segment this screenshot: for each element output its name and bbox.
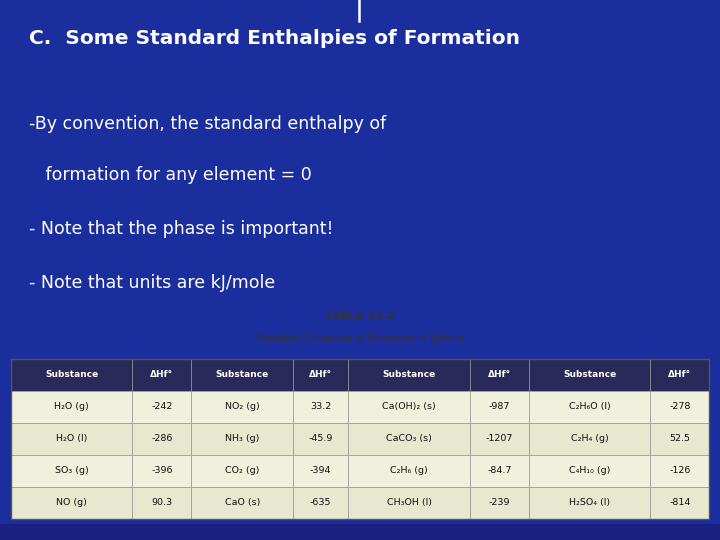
Text: formation for any element = 0: formation for any element = 0 [29,166,312,184]
Text: ΔHf°: ΔHf° [487,370,511,380]
Text: Ca(OH)₂ (s): Ca(OH)₂ (s) [382,402,436,411]
Text: -987: -987 [489,402,510,411]
Bar [348,391,470,423]
Bar [293,423,348,455]
Text: Substance: Substance [216,370,269,380]
Bar [348,423,470,455]
Text: -84.7: -84.7 [487,467,511,476]
Text: -45.9: -45.9 [309,435,333,443]
Text: C₄H₁₀ (g): C₄H₁₀ (g) [569,467,611,476]
Text: SO₃ (g): SO₃ (g) [55,467,89,476]
Bar [293,359,348,391]
Bar [11,359,132,391]
Text: CaCO₃ (s): CaCO₃ (s) [386,435,432,443]
Text: C₂H₆ (g): C₂H₆ (g) [390,467,428,476]
Bar [650,391,709,423]
Bar [470,455,528,487]
Text: CH₃OH (l): CH₃OH (l) [387,498,431,508]
Text: C.  Some Standard Enthalpies of Formation: C. Some Standard Enthalpies of Formation [29,30,520,49]
Text: NH₃ (g): NH₃ (g) [225,435,259,443]
Text: 52.5: 52.5 [670,435,690,443]
Text: H₂O (g): H₂O (g) [54,402,89,411]
Bar [650,487,709,519]
Bar [132,487,192,519]
Bar [470,487,528,519]
Text: H₂SO₄ (l): H₂SO₄ (l) [569,498,610,508]
Bar [132,391,192,423]
Text: Substance: Substance [45,370,98,380]
Text: -242: -242 [151,402,173,411]
Bar [470,391,528,423]
Text: -396: -396 [151,467,173,476]
Bar [470,423,528,455]
Text: - Note that units are kJ/mole: - Note that units are kJ/mole [29,274,275,293]
Text: - Note that the phase is important!: - Note that the phase is important! [29,220,333,238]
Text: C₂H₄ (g): C₂H₄ (g) [571,435,608,443]
Text: -239: -239 [489,498,510,508]
Bar [650,423,709,455]
Text: C₂H₆O (l): C₂H₆O (l) [569,402,611,411]
Text: Substance: Substance [563,370,616,380]
Text: NO (g): NO (g) [56,498,87,508]
Bar [528,359,650,391]
Bar [192,359,293,391]
Bar [293,455,348,487]
Text: -394: -394 [310,467,331,476]
Text: -126: -126 [669,467,690,476]
Text: NO₂ (g): NO₂ (g) [225,402,260,411]
Text: ΔHf°: ΔHf° [309,370,333,380]
Bar [650,359,709,391]
Text: Standard Enthalpies of Formation in kJ/mole: Standard Enthalpies of Formation in kJ/m… [256,334,464,343]
Text: -By convention, the standard enthalpy of: -By convention, the standard enthalpy of [29,115,386,133]
Text: -814: -814 [669,498,690,508]
Bar [11,455,132,487]
Text: 33.2: 33.2 [310,402,331,411]
Text: -278: -278 [669,402,690,411]
Bar [192,455,293,487]
Bar [192,391,293,423]
Text: H₂O (l): H₂O (l) [56,435,87,443]
Text: Substance: Substance [382,370,436,380]
Bar [11,423,132,455]
Bar [348,455,470,487]
Text: 90.3: 90.3 [151,498,172,508]
Bar [132,423,192,455]
Text: -635: -635 [310,498,331,508]
Bar [132,359,192,391]
Bar [348,359,470,391]
Bar [650,455,709,487]
Text: ΔHf°: ΔHf° [668,370,691,380]
Bar [11,487,132,519]
Text: ΔHf°: ΔHf° [150,370,174,380]
Bar [192,487,293,519]
Bar [528,423,650,455]
Bar [192,423,293,455]
Bar [11,359,709,519]
Text: CaO (s): CaO (s) [225,498,260,508]
Bar [528,391,650,423]
Text: CO₂ (g): CO₂ (g) [225,467,259,476]
Bar [348,487,470,519]
Bar [470,359,528,391]
Text: -286: -286 [151,435,173,443]
Text: TABLE 13.2: TABLE 13.2 [325,311,395,321]
Bar [293,487,348,519]
Bar [11,391,132,423]
Bar [132,455,192,487]
Bar [528,455,650,487]
Text: -1207: -1207 [485,435,513,443]
Bar [528,487,650,519]
Bar [0,524,720,540]
Bar [293,391,348,423]
